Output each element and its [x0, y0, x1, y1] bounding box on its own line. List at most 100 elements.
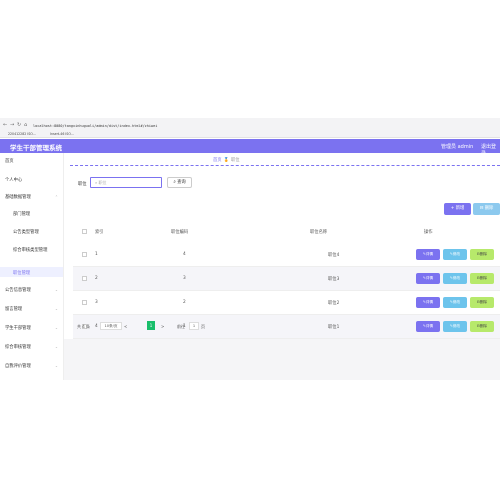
edit-button[interactable]: ✎修改 [443, 297, 467, 308]
edit-button[interactable]: ✎修改 [443, 273, 467, 284]
trophy-icon: 🏅 [223, 158, 229, 163]
browser-window: ← → ↻ ⌂ localhost:8080/tangxinhuguoli/ad… [0, 118, 500, 380]
sidebar-item-message[interactable]: 留言管理 [5, 307, 23, 312]
bookmarks-bar: 220412282 ISO... Insert-46 ISO... [0, 130, 500, 138]
edit-icon: ✎ [449, 300, 453, 304]
sidebar-item-notice-type[interactable]: 公告类型管理 [13, 230, 39, 235]
detail-label: 详情 [425, 252, 434, 256]
sidebar-item-position[interactable]: 职位管理 [13, 271, 31, 276]
breadcrumb: 首页 🏅 职位 [70, 153, 500, 166]
logout-link[interactable]: 退出登录 [481, 144, 497, 157]
delete-button[interactable]: ⊟删除 [470, 321, 494, 332]
delete-button[interactable]: ⊟删除 [470, 297, 494, 308]
sidebar-item-review[interactable]: 综合审核管理 [5, 345, 31, 350]
chevron-down-icon: ⌄ [55, 307, 58, 311]
home-icon[interactable]: ⌂ [24, 122, 28, 128]
breadcrumb-current: 职位 [230, 158, 240, 163]
search-label: 职位 [78, 182, 87, 187]
current-page[interactable]: 1 [147, 321, 155, 330]
edit-icon: ✎ [422, 276, 426, 280]
edit-button[interactable]: ✎修改 [443, 249, 467, 260]
app-title: 学生干部管理系统 [10, 144, 62, 152]
search-button-label: 查询 [177, 180, 186, 185]
search-icon: ⌕ [95, 180, 99, 185]
add-button-label: 新增 [455, 206, 465, 211]
delete-button[interactable]: ⊟删除 [470, 249, 494, 260]
browser-toolbar: ← → ↻ ⌂ localhost:8080/tangxinhuguoli/ad… [0, 118, 500, 138]
trash-icon: ⊟ [476, 300, 480, 304]
sidebar-item-review-type[interactable]: 综合审核类型管理 [13, 248, 48, 253]
page-suffix: 页 [201, 324, 205, 329]
row-checkbox[interactable] [82, 276, 87, 281]
chevron-down-icon: ⌄ [55, 326, 58, 330]
admin-label: 管理员 admin [441, 144, 474, 150]
sidebar-item-self-eval[interactable]: 自我评价管理 [5, 364, 31, 369]
edit-icon: ✎ [422, 252, 426, 256]
chevron-down-icon: ⌄ [55, 364, 58, 368]
active-item-highlight [0, 267, 63, 277]
row-index: 1 [95, 252, 98, 257]
edit-icon: ✎ [449, 324, 453, 328]
prev-page-button[interactable]: < [124, 324, 128, 329]
detail-button[interactable]: ✎详情 [416, 273, 440, 284]
row-name: 职位1 [328, 325, 340, 330]
delete-selected-button[interactable]: ⊟ 删除 [473, 203, 500, 215]
sidebar-item-home[interactable]: 首页 [5, 159, 14, 164]
sidebar-item-profile[interactable]: 个人中心 [5, 178, 23, 183]
chevron-down-icon: ⌄ [55, 288, 58, 292]
search-button[interactable]: ⌕ 查询 [167, 177, 192, 188]
detail-button[interactable]: ✎详情 [416, 297, 440, 308]
row-checkbox[interactable] [82, 300, 87, 305]
delete-label: 删除 [479, 300, 488, 304]
trash-icon: ⊟ [476, 276, 480, 280]
search-input[interactable]: ⌕ 职位 [90, 177, 162, 188]
goto-input[interactable]: 1 [189, 322, 199, 330]
edit-icon: ✎ [422, 324, 426, 328]
app-header: 学生干部管理系统 管理员 admin 退出登录 [0, 139, 500, 157]
address-bar[interactable]: localhost:8080/tangxinhuguoli/admin/dist… [33, 124, 158, 128]
detail-button[interactable]: ✎详情 [416, 249, 440, 260]
delete-button[interactable]: ⊟删除 [470, 273, 494, 284]
row-index: 3 [95, 300, 98, 305]
forward-icon[interactable]: → [10, 122, 15, 128]
trash-icon: ⊟ [476, 324, 480, 328]
row-checkbox[interactable] [82, 324, 87, 329]
edit-icon: ✎ [449, 276, 453, 280]
breadcrumb-home[interactable]: 首页 [213, 158, 222, 163]
select-all-checkbox[interactable] [82, 229, 87, 234]
table-row: 3 2 职位2 ✎详情 ✎修改 ⊟删除 [73, 291, 500, 315]
detail-button[interactable]: ✎详情 [416, 321, 440, 332]
bookmark-1[interactable]: 220412282 ISO... [8, 132, 36, 136]
row-name: 职位2 [328, 301, 340, 306]
goto-value: 1 [192, 324, 196, 328]
edit-button[interactable]: ✎修改 [443, 321, 467, 332]
next-page-button[interactable]: > [161, 324, 165, 329]
edit-icon: ✎ [422, 300, 426, 304]
table-row: 2 3 职位3 ✎详情 ✎修改 ⊟删除 [73, 267, 500, 291]
sidebar-item-department[interactable]: 部门管理 [13, 212, 31, 217]
row-name: 职位3 [328, 277, 340, 282]
edit-label: 修改 [452, 276, 461, 280]
reload-icon[interactable]: ↻ [17, 122, 22, 128]
header-code[interactable]: 职位编码 [171, 230, 189, 235]
sidebar-item-student-cadre[interactable]: 学生干部管理 [5, 326, 31, 331]
add-button[interactable]: + 新增 [444, 203, 471, 215]
bookmark-2[interactable]: Insert-46 ISO... [50, 132, 74, 136]
row-checkbox[interactable] [82, 252, 87, 257]
header-index: 索引 [95, 230, 104, 235]
back-icon[interactable]: ← [3, 122, 8, 128]
header-name[interactable]: 职位名称 [310, 230, 328, 235]
row-code: 3 [183, 276, 186, 281]
edit-label: 修改 [452, 300, 461, 304]
sidebar-item-notice-info[interactable]: 公告信息管理 [5, 288, 31, 293]
content-footer [64, 339, 500, 380]
plus-icon: + [450, 206, 456, 211]
delete-label: 删除 [479, 252, 488, 256]
row-index: 2 [95, 276, 98, 281]
sidebar-item-basic-data[interactable]: 基础数据管理 [5, 195, 31, 200]
header-actions: 操作 [424, 230, 433, 235]
search-placeholder: 职位 [98, 180, 107, 185]
page-size-select[interactable]: 10条/页 [100, 322, 122, 330]
table-row: 1 4 职位4 ✎详情 ✎修改 ⊟删除 [73, 243, 500, 267]
row-code: 4 [183, 252, 186, 257]
